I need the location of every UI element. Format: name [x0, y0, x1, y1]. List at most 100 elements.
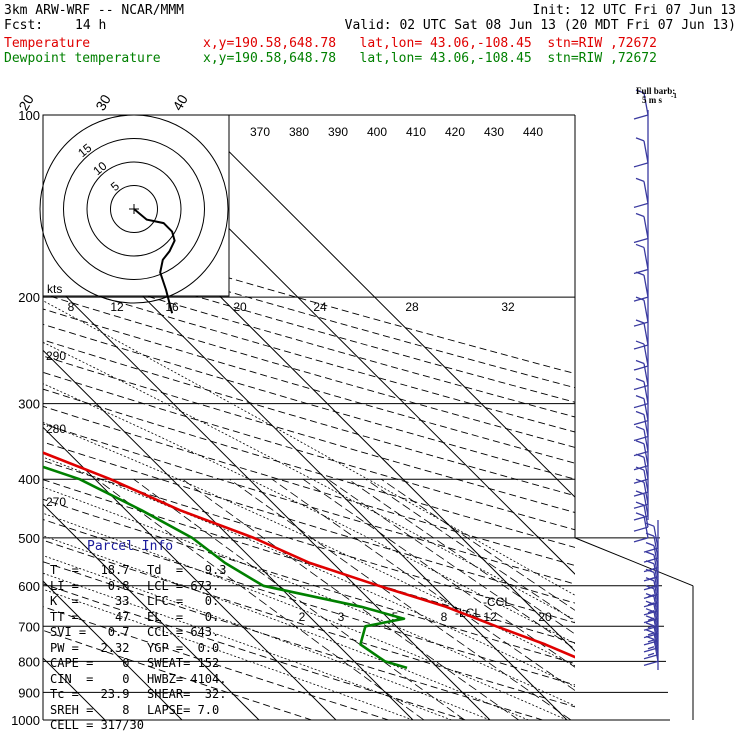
pressure-label-300: 300 — [18, 397, 40, 412]
isotherm--20 — [43, 426, 337, 720]
dry-adiabat-420 — [43, 308, 575, 464]
mixing-ratio-low-label-2: 2 — [299, 610, 306, 624]
parcel-info-left-9: SREH = 8 — [50, 702, 130, 717]
parcel-info-right-6: SWEAT= 152 — [147, 656, 220, 670]
parcel-info-title: Parcel Info — [87, 539, 174, 554]
dry-adiabat-270 — [43, 583, 466, 720]
theta-label-400: 400 — [367, 125, 387, 139]
mixing-ratio-low-label-3: 3 — [338, 610, 345, 624]
theta-label-430: 430 — [484, 125, 504, 139]
parcel-info-left-2: K = 33 — [50, 594, 130, 608]
wind-barb-300 — [633, 378, 649, 409]
isotherm--40 — [43, 580, 183, 720]
sounding-profiles — [43, 451, 575, 670]
isotherm-0 — [43, 272, 491, 720]
valid-time: Valid: 02 UTC Sat 08 Jun 13 (20 MDT Fri … — [344, 18, 736, 33]
ccl-marker: -CCL — [483, 595, 511, 609]
parcel-info-left-5: PW = 2.32 — [50, 640, 130, 655]
mixing-ratio-5 — [182, 478, 519, 720]
isotherm-label-30: 30 — [92, 92, 114, 114]
parcel-info-left-1: LI = 0.8 — [50, 578, 130, 593]
isotherm--10 — [43, 349, 414, 720]
dry-adiabat-450 — [43, 264, 575, 418]
lcl-marker: -LCL — [455, 606, 481, 620]
dry-adiabat-460 — [43, 250, 575, 403]
mixing-ratio-label-32: 32 — [501, 300, 515, 314]
pressure-label-800: 800 — [18, 654, 40, 669]
parcel-info-left-6: CAPE = 0 — [50, 656, 130, 670]
forecast-hour: 14 h — [75, 18, 107, 33]
model-title: 3km ARW-WRF -- NCAR/MMM — [4, 3, 185, 18]
theta-label-410: 410 — [406, 125, 426, 139]
pressure-label-200: 200 — [18, 290, 40, 305]
theta-label-370: 370 — [250, 125, 270, 139]
full-barb-units-exponent: -1 — [671, 92, 677, 100]
wind-barb-240 — [633, 319, 649, 350]
hodograph-ring-4 — [39, 114, 229, 304]
pressure-label-500: 500 — [18, 531, 40, 546]
mixing-ratio-low-label-8: 8 — [441, 610, 448, 624]
wind-barb-280 — [633, 359, 649, 391]
dry-adiabat-250 — [43, 629, 312, 720]
temperature-legend: Temperature — [4, 36, 91, 51]
hodograph-units: kts — [47, 282, 62, 296]
theta-low-label-280: 280 — [46, 422, 66, 436]
mixing-ratio-low-label-20: 20 — [538, 610, 552, 624]
axis-labels: 1002003004005006007008009001000-80-70-60… — [11, 92, 552, 728]
wind-barb-780 — [643, 629, 659, 660]
hodograph-ring-2 — [86, 161, 182, 257]
wind-barb-220 — [633, 296, 649, 327]
dry-adiabat-410 — [43, 323, 575, 480]
wind-barb-200 — [633, 271, 649, 302]
wind-barb-100 — [633, 89, 649, 120]
forecast-label: Fcst: — [4, 18, 44, 33]
theta-label-420: 420 — [445, 125, 465, 139]
parcel-info-right-2: LFC = 0. — [147, 594, 220, 608]
dry-adiabat-320 — [43, 479, 575, 644]
mixing-ratio-label-24: 24 — [313, 300, 327, 314]
parcel-info-left-10: CELL = 317/30 — [50, 718, 144, 732]
wind-barb-340 — [633, 410, 649, 442]
dewpoint-legend: Dewpoint temperature — [4, 51, 161, 66]
mixing-ratio-16 — [302, 478, 575, 668]
wind-barbs — [633, 89, 659, 670]
full-barb-key: Full barb: 5 m s -1 — [636, 86, 677, 105]
theta-low-label-290: 290 — [46, 349, 66, 363]
isobar-lines — [42, 114, 694, 721]
pressure-label-1000: 1000 — [11, 713, 40, 728]
pressure-label-100: 100 — [18, 108, 40, 123]
parcel-info-left-3: TT = 47 — [50, 609, 130, 624]
dry-adiabat-330 — [43, 460, 575, 624]
dewpoint-profile — [43, 465, 408, 670]
parcel-info-right-4: CCL = 643. — [147, 625, 220, 639]
dry-adiabat-400 — [43, 339, 575, 497]
isotherm-label-40: 40 — [169, 92, 191, 114]
wind-barb-260 — [633, 340, 649, 371]
pressure-label-900: 900 — [18, 685, 40, 700]
wind-barb-140 — [633, 177, 649, 209]
wind-barb-flag-780 — [647, 646, 655, 650]
wind-barb-flag-740 — [647, 632, 655, 636]
frame-right-slant — [574, 537, 694, 587]
mixing-ratio-label-8: 8 — [68, 300, 75, 314]
moist-adiabat-30 — [43, 383, 575, 644]
hodograph-trace — [133, 208, 176, 314]
dry-adiabat-440 — [43, 278, 575, 433]
pressure-label-600: 600 — [18, 579, 40, 594]
temperature-location: x,y=190.58,648.78 lat,lon= 43.06,-108.45… — [203, 36, 657, 51]
isotherm-40 — [192, 115, 575, 498]
mixing-ratio-label-12: 12 — [110, 300, 124, 314]
wind-barb-flag-800 — [647, 652, 655, 656]
parcel-info-right-9: LAPSE= 7.0 — [147, 702, 220, 717]
parcel-info-right-3: EL = 0. — [147, 609, 220, 624]
pressure-label-400: 400 — [18, 472, 40, 487]
parcel-info-left-7: CIN = 0 — [50, 671, 130, 686]
dewpoint-location: x,y=190.58,648.78 lat,lon= 43.06,-108.45… — [203, 51, 657, 66]
theta-label-380: 380 — [289, 125, 309, 139]
parcel-info-right-1: LCL = 673. — [147, 578, 220, 593]
hodograph-ring-3 — [63, 138, 205, 280]
wind-barb-120 — [633, 137, 649, 168]
full-barb-units: 5 m s — [642, 95, 662, 105]
